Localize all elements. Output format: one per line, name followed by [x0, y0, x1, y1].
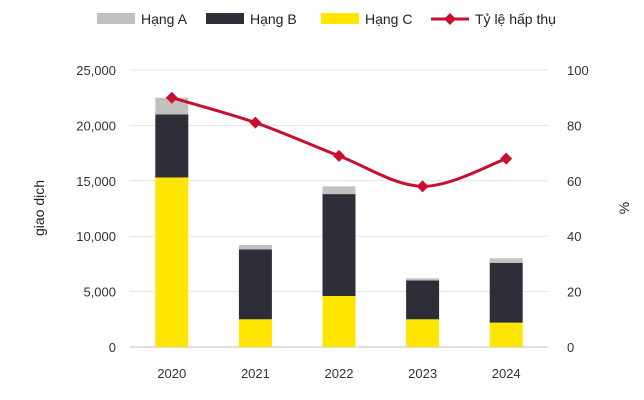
x-tick-label: 2023 — [408, 366, 437, 381]
line-point — [165, 91, 178, 104]
y2-axis-label: % — [616, 202, 632, 214]
y-tick-label: 10,000 — [76, 229, 116, 244]
y2-tick-label: 40 — [567, 229, 581, 244]
y-tick-label: 5,000 — [83, 285, 116, 300]
y-tick-label: 20,000 — [76, 118, 116, 133]
bar-segment — [489, 322, 523, 347]
x-tick-label: 2020 — [157, 366, 186, 381]
y-axis-label: giao dịch — [31, 180, 47, 236]
y2-tick-label: 60 — [567, 174, 581, 189]
legend: Hạng A Hạng B Hạng C Tỷ lệ hấp thụ — [97, 11, 556, 27]
legend-swatch — [97, 13, 135, 24]
x-tick-label: 2022 — [325, 366, 354, 381]
y-tick-label: 25,000 — [76, 63, 116, 78]
legend-label: Hạng B — [250, 11, 297, 27]
x-axis-ticks: 2020 2021 2022 2023 2024 — [157, 366, 520, 381]
x-tick-label: 2024 — [492, 366, 521, 381]
x-tick-label: 2021 — [241, 366, 270, 381]
bar-segment — [406, 319, 440, 347]
bar-segment — [238, 319, 272, 347]
line-point — [500, 152, 513, 165]
y2-tick-label: 0 — [567, 340, 574, 355]
bar-segment — [322, 296, 356, 347]
y2-tick-label: 20 — [567, 285, 581, 300]
bar-segment — [155, 97, 189, 115]
legend-marker — [444, 13, 456, 25]
legend-label: Tỷ lệ hấp thụ — [475, 11, 556, 27]
line-point — [416, 180, 429, 193]
bar-segment — [489, 258, 523, 263]
y-axis-right-ticks: 0 20 40 60 80 100 — [567, 63, 589, 355]
legend-swatch — [206, 13, 244, 24]
bars — [155, 97, 523, 347]
y-tick-label: 15,000 — [76, 174, 116, 189]
bar-segment — [238, 245, 272, 250]
y-axis-left-ticks: 0 5,000 10,000 15,000 20,000 25,000 — [76, 63, 116, 355]
absorption-line-path — [171, 96, 507, 188]
bar-segment — [322, 186, 356, 195]
absorption-line — [165, 91, 513, 193]
bar-segment — [155, 114, 189, 178]
bar-segment — [406, 280, 440, 320]
line-point — [333, 149, 345, 162]
y2-tick-label: 80 — [567, 118, 581, 133]
y-tick-label: 0 — [109, 340, 116, 355]
legend-swatch — [321, 13, 359, 24]
bar-segment — [489, 262, 523, 323]
bar-segment — [238, 249, 272, 320]
bar-segment — [406, 278, 440, 281]
bar-segment — [155, 177, 189, 347]
y2-tick-label: 100 — [567, 63, 589, 78]
legend-label: Hạng A — [141, 11, 188, 27]
line-point — [249, 116, 262, 129]
legend-label: Hạng C — [365, 11, 412, 27]
bar-segment — [322, 194, 356, 297]
